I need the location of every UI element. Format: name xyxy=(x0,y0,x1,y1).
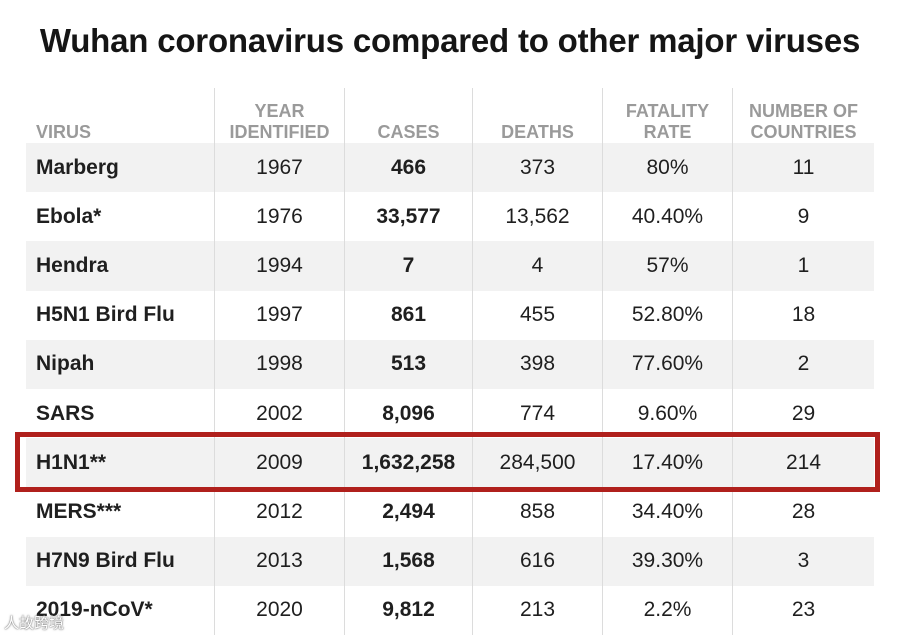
cell-number-of-countries: 28 xyxy=(732,487,874,537)
cell-fatality-rate: 2.2% xyxy=(602,585,732,635)
cell-deaths: 858 xyxy=(472,487,602,537)
cell-virus: MERS*** xyxy=(36,499,122,523)
cell-cases: 513 xyxy=(344,339,472,389)
cell-fatality-rate: 40.40% xyxy=(602,192,732,242)
column-header-fatality-rate: FATALITY RATE xyxy=(602,88,732,143)
cell-number-of-countries: 29 xyxy=(732,388,874,439)
cell-deaths: 774 xyxy=(472,388,602,439)
column-header-year-identified: YEAR IDENTIFIED xyxy=(214,88,344,143)
table-row: H5N1 Bird Flu 1997 861 455 52.80% 18 xyxy=(26,290,874,340)
watermark-text: 人故跨境 xyxy=(4,614,65,632)
cell-fatality-rate: 80% xyxy=(602,143,732,193)
table-row: H1N1** 2009 1,632,258 284,500 17.40% 214 xyxy=(26,438,874,488)
cell-year-identified: 2013 xyxy=(214,536,344,586)
cell-cases: 7 xyxy=(344,241,472,291)
cell-fatality-rate: 17.40% xyxy=(602,438,732,488)
table-row: H7N9 Bird Flu 2013 1,568 616 39.30% 3 xyxy=(26,536,874,586)
table-row: SARS 2002 8,096 774 9.60% 29 xyxy=(26,388,874,439)
cell-virus: Hendra xyxy=(36,253,109,277)
cell-deaths: 616 xyxy=(472,536,602,586)
cell-fatality-rate: 34.40% xyxy=(602,487,732,537)
cell-number-of-countries: 1 xyxy=(732,241,874,291)
cell-year-identified: 1967 xyxy=(214,143,344,193)
cell-year-identified: 2012 xyxy=(214,487,344,537)
column-header-number-of-countries: NUMBER OF COUNTRIES xyxy=(732,88,874,143)
cell-year-identified: 2009 xyxy=(214,438,344,488)
cell-cases: 466 xyxy=(344,143,472,193)
cell-number-of-countries: 18 xyxy=(732,290,874,340)
cell-virus: SARS xyxy=(36,401,95,425)
cell-number-of-countries: 9 xyxy=(732,192,874,242)
table-header-row: VIRUS YEAR IDENTIFIED CASES DEATHS FATAL… xyxy=(26,88,874,143)
cell-year-identified: 2020 xyxy=(214,585,344,635)
table-row: Marberg 1967 466 373 80% 11 xyxy=(26,143,874,193)
cell-virus: Ebola* xyxy=(36,204,102,228)
table-body: Marberg 1967 466 373 80% 11 Ebola* 1976 33,577 13… xyxy=(26,143,874,635)
cell-deaths: 213 xyxy=(472,585,602,635)
column-header-cases: CASES xyxy=(344,88,472,143)
cell-virus: H7N9 Bird Flu xyxy=(36,549,175,573)
table-row: Ebola* 1976 33,577 13,562 40.40% 9 xyxy=(26,192,874,242)
cell-cases: 9,812 xyxy=(344,585,472,635)
cell-number-of-countries: 2 xyxy=(732,339,874,389)
table-row: 2019-nCoV* 2020 9,812 213 2.2% 23 xyxy=(26,585,874,635)
cell-deaths: 373 xyxy=(472,143,602,193)
cell-year-identified: 1976 xyxy=(214,192,344,242)
cell-deaths: 398 xyxy=(472,339,602,389)
cell-fatality-rate: 57% xyxy=(602,241,732,291)
cell-year-identified: 1994 xyxy=(214,241,344,291)
cell-number-of-countries: 214 xyxy=(732,438,874,488)
cell-cases: 861 xyxy=(344,290,472,340)
cell-fatality-rate: 9.60% xyxy=(602,388,732,439)
cell-deaths: 4 xyxy=(472,241,602,291)
column-header-deaths: DEATHS xyxy=(472,88,602,143)
cell-virus: H1N1** xyxy=(36,450,107,474)
cell-cases: 1,568 xyxy=(344,536,472,586)
column-header-virus: VIRUS xyxy=(36,122,92,142)
cell-year-identified: 1998 xyxy=(214,339,344,389)
table-row: Nipah 1998 513 398 77.60% 2 xyxy=(26,339,874,389)
virus-comparison-table: VIRUS YEAR IDENTIFIED CASES DEATHS FATAL… xyxy=(26,88,874,635)
cell-year-identified: 1997 xyxy=(214,290,344,340)
cell-deaths: 284,500 xyxy=(472,438,602,488)
cell-cases: 8,096 xyxy=(344,388,472,439)
cell-fatality-rate: 39.30% xyxy=(602,536,732,586)
cell-deaths: 455 xyxy=(472,290,602,340)
table-row: MERS*** 2012 2,494 858 34.40% 28 xyxy=(26,487,874,537)
cell-virus: H5N1 Bird Flu xyxy=(36,303,175,327)
cell-virus: Nipah xyxy=(36,352,95,376)
chart-title: Wuhan coronavirus compared to other majo… xyxy=(39,22,861,59)
table-row: Hendra 1994 7 4 57% 1 xyxy=(26,241,874,291)
cell-virus: 2019-nCoV* xyxy=(36,598,153,622)
cell-fatality-rate: 52.80% xyxy=(602,290,732,340)
cell-number-of-countries: 11 xyxy=(732,143,874,193)
cell-deaths: 13,562 xyxy=(472,192,602,242)
cell-number-of-countries: 3 xyxy=(732,536,874,586)
cell-cases: 2,494 xyxy=(344,487,472,537)
cell-number-of-countries: 23 xyxy=(732,585,874,635)
cell-cases: 1,632,258 xyxy=(344,438,472,488)
cell-virus: Marberg xyxy=(36,155,119,179)
cell-fatality-rate: 77.60% xyxy=(602,339,732,389)
cell-cases: 33,577 xyxy=(344,192,472,242)
cell-year-identified: 2002 xyxy=(214,388,344,439)
